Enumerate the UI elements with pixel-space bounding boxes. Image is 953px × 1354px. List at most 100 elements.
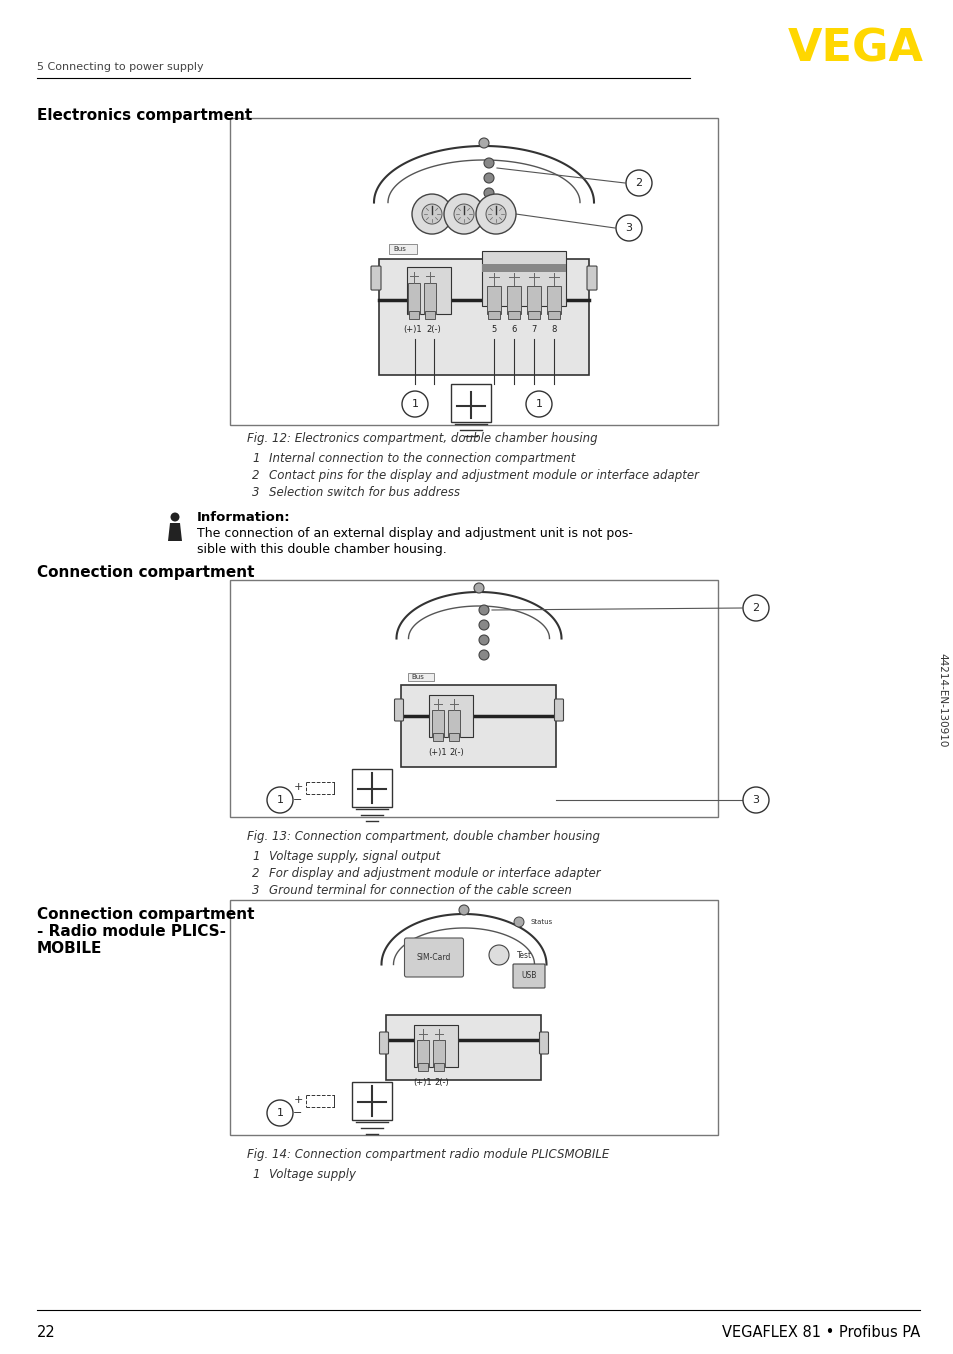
Circle shape: [454, 204, 474, 223]
FancyBboxPatch shape: [513, 964, 544, 988]
Circle shape: [476, 194, 516, 234]
Circle shape: [478, 635, 489, 645]
Text: 1: 1: [252, 1169, 259, 1181]
Text: (+)1: (+)1: [413, 1078, 432, 1087]
Text: 2: 2: [252, 468, 259, 482]
FancyBboxPatch shape: [433, 1040, 445, 1067]
Text: SIM-Card: SIM-Card: [416, 953, 451, 961]
Circle shape: [485, 204, 505, 223]
Text: Bus: Bus: [411, 674, 424, 680]
Text: 3: 3: [752, 795, 759, 806]
FancyBboxPatch shape: [409, 311, 418, 320]
Circle shape: [625, 171, 651, 196]
Text: Connection compartment: Connection compartment: [37, 565, 254, 580]
Text: Electronics compartment: Electronics compartment: [37, 108, 252, 123]
FancyBboxPatch shape: [389, 244, 416, 255]
Circle shape: [483, 173, 494, 183]
Text: sible with this double chamber housing.: sible with this double chamber housing.: [196, 543, 446, 556]
Text: For display and adjustment module or interface adapter: For display and adjustment module or int…: [269, 867, 600, 880]
FancyBboxPatch shape: [481, 250, 565, 306]
Text: 8: 8: [551, 325, 557, 334]
Text: Fig. 12: Electronics compartment, double chamber housing: Fig. 12: Electronics compartment, double…: [247, 432, 597, 445]
FancyBboxPatch shape: [506, 286, 520, 314]
FancyBboxPatch shape: [546, 286, 560, 314]
FancyBboxPatch shape: [554, 699, 563, 720]
Text: −: −: [293, 795, 302, 806]
FancyBboxPatch shape: [434, 1063, 444, 1071]
Text: Internal connection to the connection compartment: Internal connection to the connection co…: [269, 452, 575, 464]
Text: Bus: Bus: [393, 246, 405, 252]
Text: 1: 1: [252, 850, 259, 862]
Text: Fig. 13: Connection compartment, double chamber housing: Fig. 13: Connection compartment, double …: [247, 830, 599, 844]
FancyBboxPatch shape: [424, 311, 435, 320]
FancyBboxPatch shape: [432, 709, 444, 737]
FancyBboxPatch shape: [352, 769, 392, 807]
Text: Status: Status: [531, 919, 553, 925]
Text: MOBILE: MOBILE: [37, 941, 102, 956]
Text: +: +: [293, 1095, 302, 1105]
Text: 5 Connecting to power supply: 5 Connecting to power supply: [37, 62, 203, 72]
Text: VEGA: VEGA: [787, 28, 923, 70]
FancyBboxPatch shape: [507, 311, 519, 320]
Circle shape: [483, 188, 494, 198]
Circle shape: [171, 513, 179, 521]
FancyBboxPatch shape: [407, 267, 451, 314]
Text: Contact pins for the display and adjustment module or interface adapter: Contact pins for the display and adjustm…: [269, 468, 699, 482]
Text: Voltage supply: Voltage supply: [269, 1169, 355, 1181]
Circle shape: [458, 904, 469, 915]
Text: 3: 3: [252, 884, 259, 896]
Circle shape: [267, 787, 293, 812]
Text: Information:: Information:: [196, 510, 291, 524]
Circle shape: [267, 1099, 293, 1127]
FancyBboxPatch shape: [230, 900, 718, 1135]
Text: 22: 22: [37, 1326, 55, 1340]
Text: +: +: [293, 783, 302, 792]
Circle shape: [514, 917, 523, 927]
Circle shape: [421, 204, 441, 223]
Text: 1: 1: [411, 399, 418, 409]
FancyBboxPatch shape: [423, 283, 436, 314]
FancyBboxPatch shape: [539, 1032, 548, 1053]
Circle shape: [478, 605, 489, 615]
Circle shape: [742, 594, 768, 621]
Text: 2(-): 2(-): [449, 747, 463, 757]
FancyBboxPatch shape: [481, 264, 565, 272]
Circle shape: [478, 620, 489, 630]
Text: 1: 1: [535, 399, 542, 409]
Text: (+)1: (+)1: [403, 325, 422, 334]
Polygon shape: [168, 523, 182, 542]
Circle shape: [443, 194, 483, 234]
Circle shape: [401, 391, 428, 417]
FancyBboxPatch shape: [395, 699, 403, 720]
Circle shape: [474, 584, 483, 593]
FancyBboxPatch shape: [414, 1025, 458, 1067]
FancyBboxPatch shape: [404, 938, 463, 978]
FancyBboxPatch shape: [448, 709, 460, 737]
FancyBboxPatch shape: [408, 283, 419, 314]
Circle shape: [483, 203, 494, 213]
Text: Voltage supply, signal output: Voltage supply, signal output: [269, 850, 439, 862]
Text: Ground terminal for connection of the cable screen: Ground terminal for connection of the ca…: [269, 884, 571, 896]
Text: 1: 1: [276, 1108, 283, 1118]
FancyBboxPatch shape: [378, 259, 588, 375]
Text: 1: 1: [276, 795, 283, 806]
FancyBboxPatch shape: [352, 1082, 392, 1120]
FancyBboxPatch shape: [386, 1016, 541, 1080]
Circle shape: [478, 138, 489, 148]
FancyBboxPatch shape: [451, 385, 491, 422]
Circle shape: [489, 945, 509, 965]
FancyBboxPatch shape: [527, 311, 539, 320]
Text: 2: 2: [752, 603, 759, 613]
FancyBboxPatch shape: [401, 685, 556, 766]
FancyBboxPatch shape: [449, 733, 459, 741]
Text: USB: USB: [520, 972, 537, 980]
FancyBboxPatch shape: [433, 733, 443, 741]
Text: 1: 1: [252, 452, 259, 464]
Circle shape: [525, 391, 552, 417]
Text: - Radio module PLICS-: - Radio module PLICS-: [37, 923, 226, 940]
Circle shape: [478, 650, 489, 659]
FancyBboxPatch shape: [547, 311, 559, 320]
Text: Test: Test: [517, 951, 532, 960]
FancyBboxPatch shape: [488, 311, 499, 320]
Text: 5: 5: [491, 325, 497, 334]
